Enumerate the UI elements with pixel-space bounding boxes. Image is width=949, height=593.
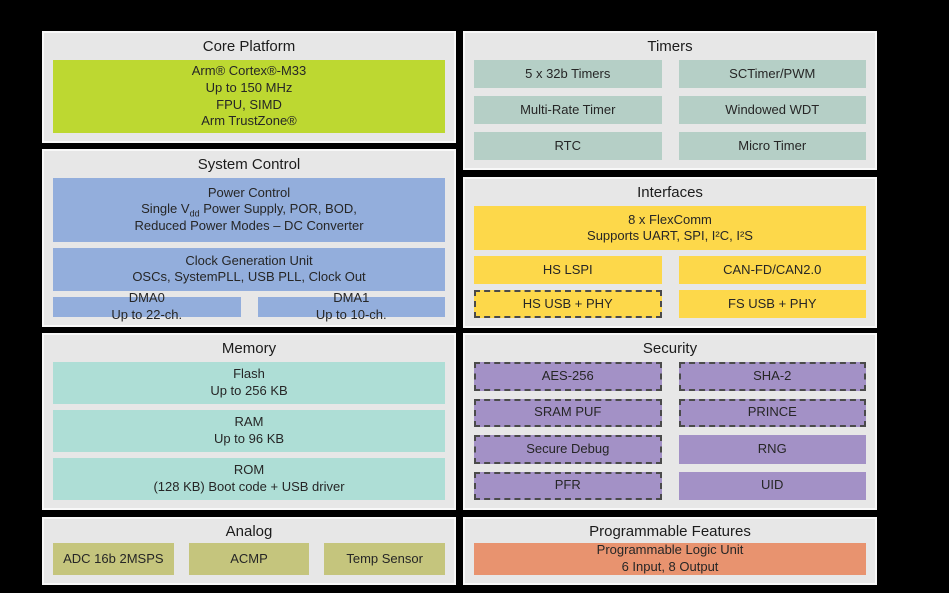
memory-title: Memory: [221, 340, 277, 357]
flash-name-line: Flash: [233, 366, 265, 382]
block-clock-generation: Clock Generation Unit OSCs, SystemPLL, U…: [53, 247, 445, 292]
block-rng: RNG: [678, 435, 866, 464]
block-micro-timer: Micro Timer: [678, 132, 866, 160]
clock-sources-line: OSCs, SystemPLL, USB PLL, Clock Out: [132, 269, 366, 285]
block-uid: UID: [678, 471, 866, 500]
block-ram: RAM Up to 96 KB: [53, 410, 445, 452]
block-flexcomm: 8 x FlexComm Supports UART, SPI, I²C, I²…: [474, 206, 866, 251]
block-windowed-wdt: Windowed WDT: [678, 96, 866, 124]
block-dma1: DMA1 Up to 10-ch.: [257, 290, 445, 322]
cpu-name-line: Arm® Cortex®-M33: [191, 63, 307, 79]
block-hs-usb-phy: HS USB + PHY: [474, 290, 662, 318]
block-secure-debug: Secure Debug: [474, 435, 662, 464]
plu-io-line: 6 Input, 8 Output: [621, 559, 719, 574]
block-adc: ADC 16b 2MSPS: [53, 543, 174, 575]
block-dma0: DMA0 Up to 22-ch.: [53, 290, 241, 322]
core-platform-title: Core Platform: [202, 38, 296, 55]
block-fs-usb-phy: FS USB + PHY: [678, 290, 866, 318]
timers-title: Timers: [647, 38, 693, 55]
dma1-ch-line: Up to 10-ch.: [315, 307, 387, 323]
power-control-line: Power Control: [207, 184, 291, 200]
block-power-control: Power Control Single Vdd Power Supply, P…: [53, 178, 445, 242]
block-sram-puf: SRAM PUF: [474, 398, 662, 427]
clock-gen-line: Clock Generation Unit: [185, 252, 313, 268]
panel-system-control: System Control Power Control Single Vdd …: [42, 149, 456, 327]
programmable-features-title: Programmable Features: [589, 522, 751, 540]
panel-analog: Analog ADC 16b 2MSPS ACMP Temp Sensor: [42, 517, 456, 585]
dma0-ch-line: Up to 22-ch.: [111, 307, 183, 323]
block-programmable-logic-unit: Programmable Logic Unit 6 Input, 8 Outpu…: [474, 542, 866, 575]
flexcomm-name-line: 8 x FlexComm: [628, 211, 712, 227]
block-multi-rate-timer: Multi-Rate Timer: [474, 96, 662, 124]
block-can-fd: CAN-FD/CAN2.0: [678, 256, 866, 285]
security-title: Security: [642, 340, 698, 357]
block-rom: ROM (128 KB) Boot code + USB driver: [53, 458, 445, 500]
panel-security: Security AES-256 SHA-2 SRAM PUF PRINCE S…: [463, 333, 877, 510]
dma0-name-line: DMA0: [128, 290, 165, 306]
ram-size-line: Up to 96 KB: [213, 431, 285, 446]
panel-programmable-features: Programmable Features Programmable Logic…: [463, 517, 877, 585]
power-supply-line: Single Vdd Power Supply, POR, BOD,: [141, 201, 357, 218]
power-modes-line: Reduced Power Modes – DC Converter: [134, 218, 364, 234]
system-control-title: System Control: [197, 156, 301, 173]
block-pfr: PFR: [474, 471, 662, 500]
flexcomm-support-line: Supports UART, SPI, I²C, I²S: [587, 228, 753, 244]
block-prince: PRINCE: [678, 398, 866, 427]
panel-core-platform: Core Platform Arm® Cortex®-M33 Up to 150…: [42, 31, 456, 143]
analog-title: Analog: [225, 522, 273, 540]
cpu-fpu-line: FPU, SIMD: [216, 96, 282, 112]
vdd-subscript: dd: [189, 209, 200, 220]
block-aes-256: AES-256: [474, 362, 662, 391]
block-acmp: ACMP: [188, 543, 310, 575]
rom-name-line: ROM: [233, 462, 265, 478]
dma1-name-line: DMA1: [333, 290, 370, 306]
interfaces-title: Interfaces: [637, 184, 703, 201]
vdd-suffix: Power Supply, POR, BOD,: [199, 201, 357, 217]
rom-desc-line: (128 KB) Boot code + USB driver: [153, 479, 345, 494]
block-hs-lspi: HS LSPI: [474, 256, 662, 285]
block-temp-sensor: Temp Sensor: [324, 543, 445, 575]
block-rtc: RTC: [474, 132, 662, 160]
block-sctimer-pwm: SCTimer/PWM: [678, 60, 866, 88]
block-cortex-m33: Arm® Cortex®-M33 Up to 150 MHz FPU, SIMD…: [53, 60, 445, 133]
block-32b-timers: 5 x 32b Timers: [474, 60, 662, 88]
panel-interfaces: Interfaces 8 x FlexComm Supports UART, S…: [463, 177, 877, 328]
cpu-speed-line: Up to 150 MHz: [205, 79, 293, 95]
block-sha-2: SHA-2: [678, 362, 866, 391]
plu-name-line: Programmable Logic Unit: [596, 542, 744, 558]
panel-timers: Timers 5 x 32b Timers SCTimer/PWM Multi-…: [463, 31, 877, 170]
vdd-prefix: Single V: [141, 201, 190, 217]
panel-memory: Memory Flash Up to 256 KB RAM Up to 96 K…: [42, 333, 456, 510]
ram-name-line: RAM: [234, 414, 264, 430]
cpu-trustzone-line: Arm TrustZone®: [201, 113, 297, 129]
flash-size-line: Up to 256 KB: [210, 383, 288, 398]
block-flash: Flash Up to 256 KB: [53, 362, 445, 404]
